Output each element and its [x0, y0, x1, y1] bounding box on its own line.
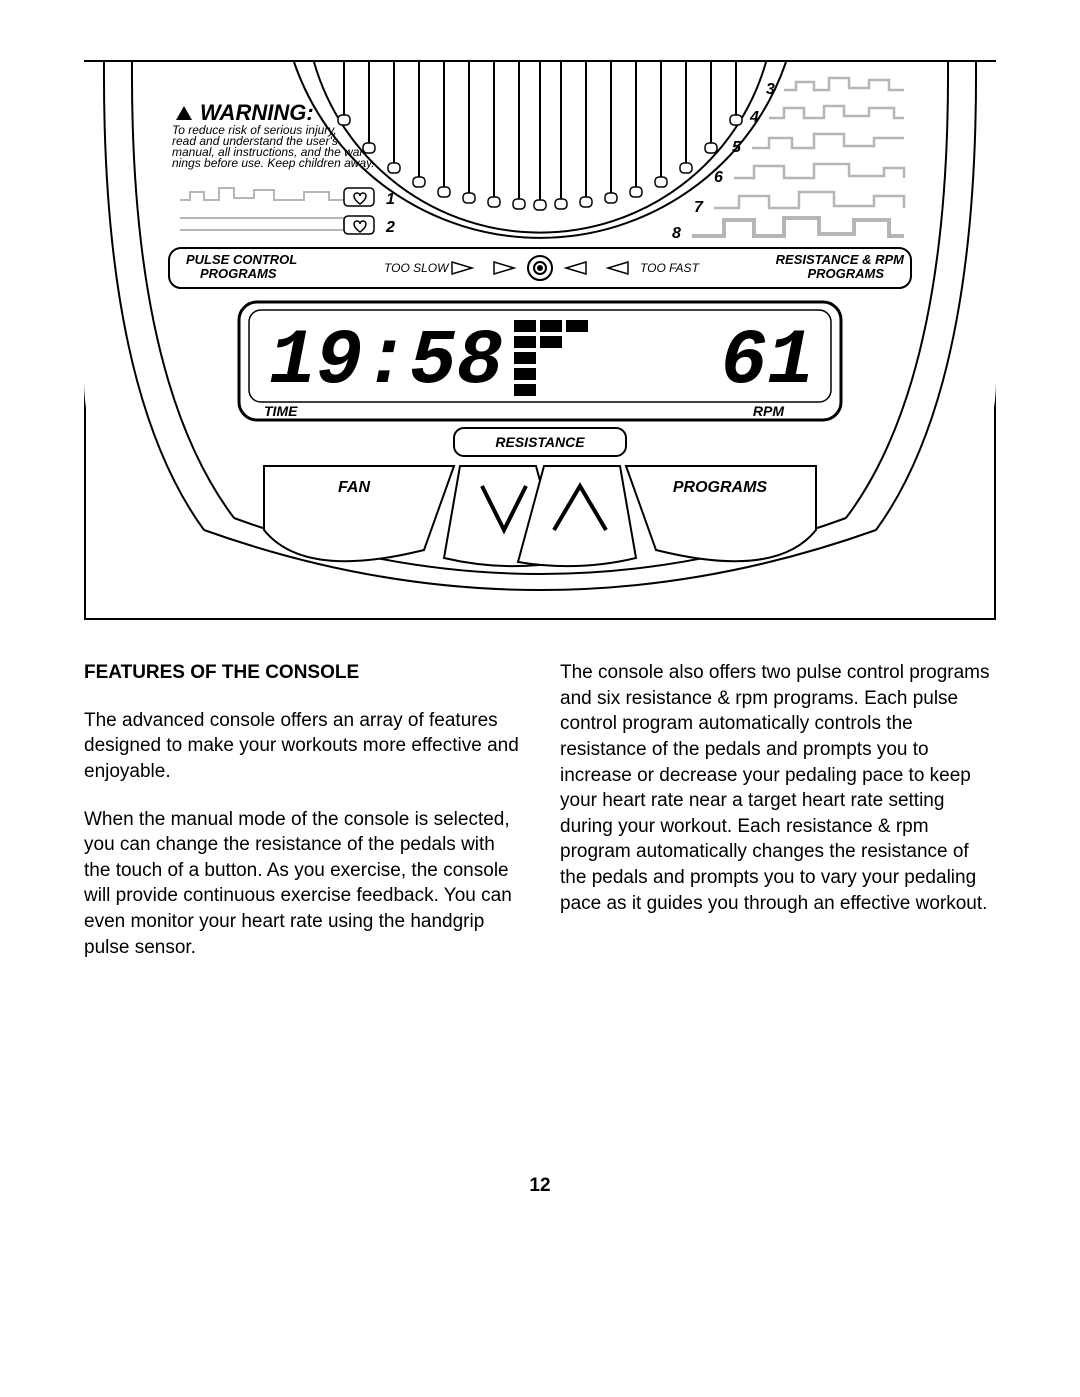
section-heading: FEATURES OF THE CONSOLE: [84, 660, 520, 686]
pulse-control-label-2: PROGRAMS: [200, 266, 277, 281]
too-fast-label: TOO FAST: [640, 261, 701, 275]
program-number-6: 6: [714, 169, 723, 186]
time-value: 19:58: [269, 318, 503, 406]
programs-label: PROGRAMS: [673, 479, 768, 496]
resistance-label: RESISTANCE: [495, 434, 585, 450]
console-svg: WARNING: To reduce risk of serious injur…: [84, 60, 996, 620]
left-paragraph-2: When the manual mode of the console is s…: [84, 807, 520, 961]
program-number-7: 7: [694, 199, 704, 216]
left-column: FEATURES OF THE CONSOLE The advanced con…: [84, 660, 520, 982]
right-column: The console also offers two pulse contro…: [560, 660, 996, 982]
rpm-value: 61: [720, 318, 814, 406]
warning-line-4: nings before use. Keep children away.: [172, 156, 375, 170]
rpm-label: RPM: [753, 403, 784, 419]
program-number-4: 4: [749, 109, 759, 126]
right-paragraph-1: The console also offers two pulse contro…: [560, 660, 996, 916]
page-number: 12: [0, 1175, 1080, 1197]
pulse-control-label-1: PULSE CONTROL: [186, 252, 297, 267]
program-number-8: 8: [672, 225, 681, 242]
console-figure: WARNING: To reduce risk of serious injur…: [84, 60, 996, 620]
body-text: FEATURES OF THE CONSOLE The advanced con…: [84, 660, 996, 982]
warning-title: WARNING:: [200, 100, 314, 125]
fan-label: FAN: [338, 479, 370, 496]
too-slow-label: TOO SLOW: [384, 261, 450, 275]
time-label: TIME: [264, 403, 298, 419]
program-number-3: 3: [766, 81, 775, 98]
program-number-1: 1: [386, 191, 395, 208]
program-number-5: 5: [732, 139, 742, 156]
resistance-rpm-label-1: RESISTANCE & RPM: [776, 252, 905, 267]
resistance-rpm-label-2: PROGRAMS: [807, 266, 884, 281]
program-number-2: 2: [385, 219, 395, 236]
left-paragraph-1: The advanced console offers an array of …: [84, 708, 520, 785]
